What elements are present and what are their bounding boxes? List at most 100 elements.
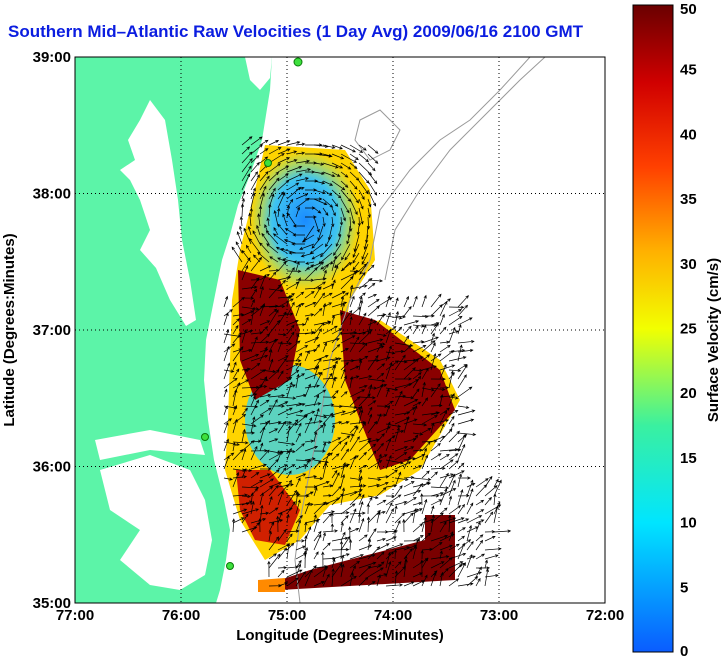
velocity-arrow — [349, 389, 366, 398]
velocity-arrow — [385, 388, 390, 398]
velocity-arrow — [376, 363, 386, 371]
velocity-arrow — [394, 427, 400, 443]
velocity-arrow — [346, 234, 351, 245]
velocity-arrow — [349, 484, 367, 488]
velocity-arrow — [232, 332, 242, 344]
velocity-arrow — [286, 363, 299, 371]
velocity-arrow — [430, 453, 442, 461]
velocity-arrow — [340, 335, 356, 344]
velocity-arrow — [223, 477, 234, 481]
velocity-arrow — [295, 291, 305, 299]
velocity-arrow — [394, 326, 403, 335]
velocity-arrow — [295, 477, 301, 488]
velocity-arrow — [304, 410, 316, 416]
velocity-arrow — [358, 207, 364, 225]
velocity-arrow — [313, 389, 327, 398]
velocity-arrow — [367, 527, 377, 542]
velocity-arrow — [277, 148, 291, 155]
velocity-arrow — [475, 553, 485, 560]
velocity-arrow — [331, 171, 341, 177]
velocity-arrow — [367, 293, 378, 299]
velocity-arrow — [439, 423, 445, 434]
velocity-arrow — [421, 494, 440, 498]
velocity-arrow — [367, 305, 380, 317]
velocity-arrow — [305, 261, 315, 265]
velocity-arrow — [340, 464, 349, 470]
velocity-arrow — [385, 345, 392, 362]
velocity-arrow — [295, 432, 301, 443]
velocity-arrow — [376, 372, 385, 380]
velocity-arrow — [250, 472, 260, 479]
velocity-arrow — [304, 264, 315, 272]
velocity-arrow — [394, 485, 403, 497]
velocity-arrow — [268, 481, 283, 488]
velocity-arrow — [340, 432, 355, 437]
velocity-arrow — [250, 192, 256, 209]
velocity-arrow — [322, 414, 335, 418]
velocity-arrow — [295, 333, 300, 344]
velocity-arrow — [232, 441, 249, 445]
velocity-arrow — [259, 175, 270, 191]
velocity-arrow — [286, 425, 291, 443]
velocity-arrow — [358, 475, 363, 488]
velocity-arrow — [276, 515, 280, 533]
velocity-arrow — [286, 470, 292, 479]
velocity-arrow — [292, 233, 305, 237]
velocity-arrow — [475, 577, 481, 587]
velocity-arrow — [295, 168, 312, 173]
velocity-arrow — [259, 156, 269, 164]
velocity-arrow — [349, 153, 359, 161]
velocity-arrow — [439, 472, 449, 488]
velocity-arrow — [295, 402, 306, 407]
velocity-arrow — [322, 403, 335, 407]
velocity-arrow — [250, 354, 269, 362]
velocity-arrow — [250, 288, 258, 299]
velocity-arrow — [330, 512, 334, 523]
velocity-arrow — [439, 557, 453, 569]
velocity-arrow — [331, 437, 342, 443]
velocity-arrow — [304, 501, 310, 515]
velocity-arrow — [232, 368, 240, 380]
velocity-arrow — [282, 258, 297, 263]
velocity-arrow — [232, 346, 244, 362]
velocity-arrow — [331, 547, 350, 552]
velocity-arrow — [403, 455, 411, 470]
velocity-arrow — [448, 305, 465, 309]
velocity-arrow — [430, 443, 441, 452]
velocity-arrow — [250, 144, 264, 155]
velocity-arrow — [248, 212, 252, 227]
velocity-arrow — [295, 277, 301, 290]
velocity-arrow — [313, 514, 317, 524]
velocity-arrow — [268, 553, 281, 569]
velocity-arrow — [313, 581, 325, 587]
velocity-arrow — [313, 162, 325, 166]
velocity-arrow — [349, 316, 353, 326]
velocity-arrow — [304, 267, 318, 281]
velocity-arrow — [277, 401, 289, 407]
velocity-arrow — [231, 246, 243, 263]
velocity-arrow — [268, 484, 279, 497]
velocity-arrow — [430, 561, 445, 569]
velocity-arrow — [259, 473, 271, 479]
velocity-arrow — [331, 441, 342, 452]
colorbar-tick-label: 30 — [680, 256, 697, 273]
velocity-arrow — [295, 197, 310, 209]
velocity-arrow — [286, 409, 304, 416]
velocity-arrow — [322, 497, 341, 506]
velocity-arrow — [394, 429, 405, 434]
velocity-arrow — [367, 153, 379, 164]
velocity-arrow — [286, 319, 299, 326]
velocity-arrow — [236, 231, 243, 245]
velocity-arrow — [241, 494, 252, 499]
velocity-arrow — [339, 216, 344, 226]
velocity-arrow — [322, 452, 330, 470]
velocity-arrow — [439, 459, 454, 470]
velocity-arrow — [277, 207, 281, 218]
velocity-arrow — [358, 544, 373, 551]
velocity-arrow — [367, 406, 373, 416]
velocity-arrow — [269, 256, 279, 263]
velocity-arrow — [241, 285, 258, 290]
velocity-arrow — [394, 477, 409, 482]
velocity-arrow — [430, 387, 446, 392]
velocity-arrow — [295, 539, 305, 543]
